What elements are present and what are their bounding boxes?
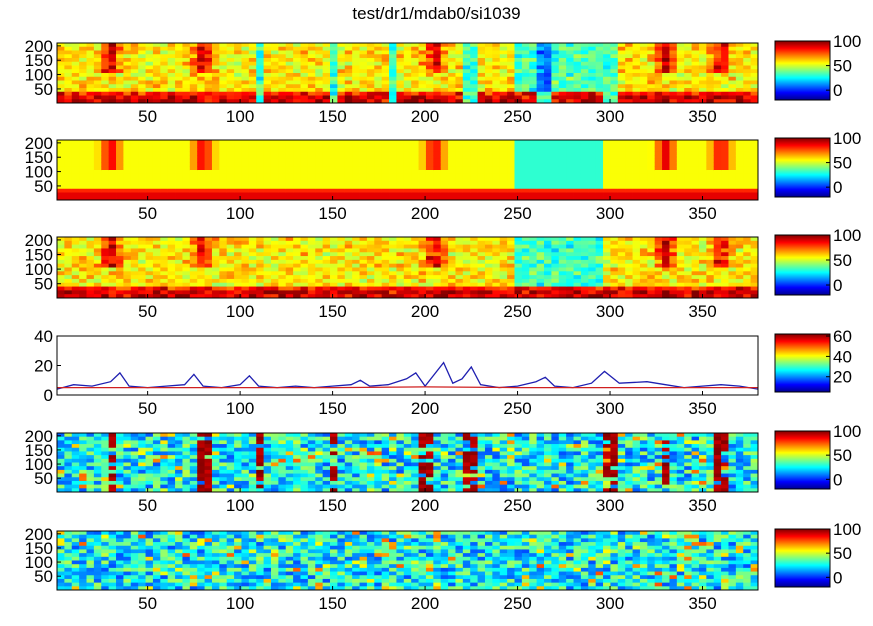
colorbar-6 (774, 528, 831, 588)
x-tick-label: 50 (138, 107, 157, 126)
x-tick-label: 200 (411, 399, 439, 418)
axes-frame-6 (56, 530, 759, 591)
y-tick-label: 150 (25, 539, 53, 558)
x-tick-label: 350 (688, 399, 716, 418)
y-tick-label: 200 (25, 427, 53, 446)
x-tick-label: 150 (318, 496, 346, 515)
x-tick-label: 300 (596, 399, 624, 418)
x-tick-label: 350 (688, 302, 716, 321)
y-tick-label: 150 (25, 148, 53, 167)
y-tick-label: 50 (34, 177, 53, 196)
colorbar-1 (774, 40, 831, 101)
colorbar-tick-label: 100 (833, 32, 861, 51)
colorbar-tick-label: 50 (833, 544, 852, 563)
y-tick-label: 40 (34, 327, 53, 346)
y-tick-label: 150 (25, 246, 53, 265)
colorbar-tick-label: 20 (833, 368, 852, 387)
y-tick-label: 150 (25, 51, 53, 70)
y-tick-label: 200 (25, 134, 53, 153)
x-tick-label: 350 (688, 204, 716, 223)
y-tick-label: 100 (25, 260, 53, 279)
colorbar-tick-label: 100 (833, 520, 861, 539)
x-tick-label: 300 (596, 496, 624, 515)
x-tick-label: 100 (226, 399, 254, 418)
x-tick-label: 50 (138, 399, 157, 418)
x-tick-label: 200 (411, 204, 439, 223)
colorbar-tick-label: 50 (833, 57, 852, 76)
y-tick-label: 100 (25, 66, 53, 85)
x-tick-label: 50 (138, 594, 157, 613)
x-tick-label: 150 (318, 107, 346, 126)
x-tick-label: 300 (596, 302, 624, 321)
x-tick-label: 250 (503, 107, 531, 126)
x-tick-label: 50 (138, 204, 157, 223)
x-tick-label: 150 (318, 594, 346, 613)
colorbar-tick-label: 100 (833, 129, 861, 148)
y-tick-label: 0 (44, 386, 53, 405)
x-tick-label: 50 (138, 496, 157, 515)
x-tick-label: 250 (503, 204, 531, 223)
x-tick-label: 50 (138, 302, 157, 321)
x-tick-label: 100 (226, 496, 254, 515)
x-tick-label: 350 (688, 107, 716, 126)
colorbar-4 (774, 333, 831, 393)
x-tick-label: 100 (226, 594, 254, 613)
y-tick-label: 20 (34, 357, 53, 376)
x-tick-label: 300 (596, 107, 624, 126)
y-tick-label: 50 (34, 469, 53, 488)
colorbar-tick-label: 50 (833, 154, 852, 173)
colorbar-tick-label: 100 (833, 226, 861, 245)
x-tick-label: 350 (688, 496, 716, 515)
axes-frame-5 (56, 432, 759, 493)
x-tick-label: 200 (411, 594, 439, 613)
colorbar-5 (774, 430, 831, 490)
x-tick-label: 250 (503, 594, 531, 613)
x-tick-label: 300 (596, 594, 624, 613)
y-tick-label: 50 (34, 275, 53, 294)
colorbar-tick-label: 60 (833, 327, 852, 346)
x-tick-label: 200 (411, 496, 439, 515)
x-tick-label: 150 (318, 302, 346, 321)
y-tick-label: 200 (25, 231, 53, 250)
y-tick-label: 150 (25, 441, 53, 460)
series-line-blue (56, 361, 759, 390)
colorbar-tick-label: 0 (833, 81, 842, 100)
y-tick-label: 100 (25, 553, 53, 572)
x-tick-label: 250 (503, 496, 531, 515)
axes-frame-1 (56, 42, 759, 104)
x-tick-label: 250 (503, 399, 531, 418)
colorbar-tick-label: 0 (833, 470, 842, 489)
x-tick-label: 200 (411, 107, 439, 126)
x-tick-label: 100 (226, 204, 254, 223)
axes-frame-2 (56, 139, 759, 201)
colorbar-tick-label: 50 (833, 446, 852, 465)
x-tick-label: 250 (503, 302, 531, 321)
colorbar-tick-label: 0 (833, 276, 842, 295)
series-line-red (57, 386, 758, 389)
colorbar-3 (774, 234, 831, 296)
x-tick-label: 150 (318, 399, 346, 418)
figure-title: test/dr1/mdab0/si1039 (352, 4, 521, 23)
x-tick-label: 100 (226, 302, 254, 321)
colorbar-tick-label: 0 (833, 178, 842, 197)
colorbar-tick-label: 100 (833, 422, 861, 441)
colorbar-2 (774, 137, 831, 198)
colorbar-tick-label: 50 (833, 251, 852, 270)
x-tick-label: 150 (318, 204, 346, 223)
x-tick-label: 350 (688, 594, 716, 613)
x-tick-label: 100 (226, 107, 254, 126)
y-tick-label: 200 (25, 37, 53, 56)
axes-frame-3 (56, 236, 759, 299)
y-tick-label: 200 (25, 525, 53, 544)
y-tick-label: 100 (25, 163, 53, 182)
x-tick-label: 300 (596, 204, 624, 223)
y-tick-label: 50 (34, 80, 53, 99)
colorbar-tick-label: 40 (833, 347, 852, 366)
colorbar-tick-label: 0 (833, 568, 842, 587)
y-tick-label: 50 (34, 567, 53, 586)
x-tick-label: 200 (411, 302, 439, 321)
y-tick-label: 100 (25, 455, 53, 474)
